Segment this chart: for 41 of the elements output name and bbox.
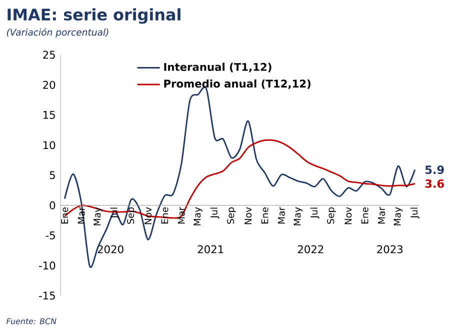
x-tick-label: Jul	[310, 208, 320, 218]
x-tick-label: Mar	[78, 206, 85, 224]
x-tick-label: Ene	[361, 207, 368, 224]
annotation: 2021	[198, 245, 224, 254]
y-tick-label: -10	[39, 261, 56, 270]
data-label: 3.6	[425, 179, 444, 188]
y-tick-label: -5	[46, 231, 55, 240]
y-tick-label: 15	[43, 110, 55, 119]
x-tick-label: Sep	[126, 207, 136, 224]
x-tick-label: Nov	[144, 206, 152, 224]
y-tick-label: 5	[50, 171, 55, 179]
y-tick-label: -15	[39, 291, 55, 300]
chart-subtitle: (Variación porcentual)	[6, 28, 108, 38]
x-tick-label: Jul	[210, 208, 220, 218]
annotation: 2020	[98, 245, 124, 254]
y-tick-label: 0	[50, 201, 56, 210]
x-tick-label: Nov	[344, 206, 352, 224]
x-tick-label: Jul	[110, 208, 120, 218]
y-tick-label: 20	[43, 80, 56, 89]
legend-label: Promedio anual (T12,12)	[164, 79, 310, 89]
legend-label: Interanual (T1,12)	[164, 62, 272, 72]
y-tick-label: 25	[43, 50, 55, 59]
x-tick-label: Mar	[178, 206, 185, 224]
x-tick-label: May	[194, 206, 202, 225]
x-tick-label: May	[294, 206, 303, 225]
x-tick-label: May	[394, 206, 403, 225]
x-tick-label: Ene	[261, 207, 268, 224]
x-tick-label: Sep	[327, 207, 336, 224]
annotation: 2022	[298, 245, 324, 254]
x-tick-label: Jul	[410, 208, 420, 218]
x-tick-label: Ene	[161, 207, 168, 224]
y-tick-label: 10	[43, 140, 56, 149]
chart-title: IMAE: serie original	[8, 8, 180, 24]
x-tick-label: Nov	[244, 206, 252, 224]
x-tick-label: Ene	[61, 207, 68, 224]
x-tick-label: Mar	[378, 206, 385, 224]
x-tick-label: Mar	[278, 206, 285, 224]
x-tick-label: May	[94, 206, 102, 225]
x-tick-label: Sep	[227, 207, 236, 224]
annotation: 2023	[377, 245, 403, 254]
data-label: 5.9	[425, 165, 444, 174]
